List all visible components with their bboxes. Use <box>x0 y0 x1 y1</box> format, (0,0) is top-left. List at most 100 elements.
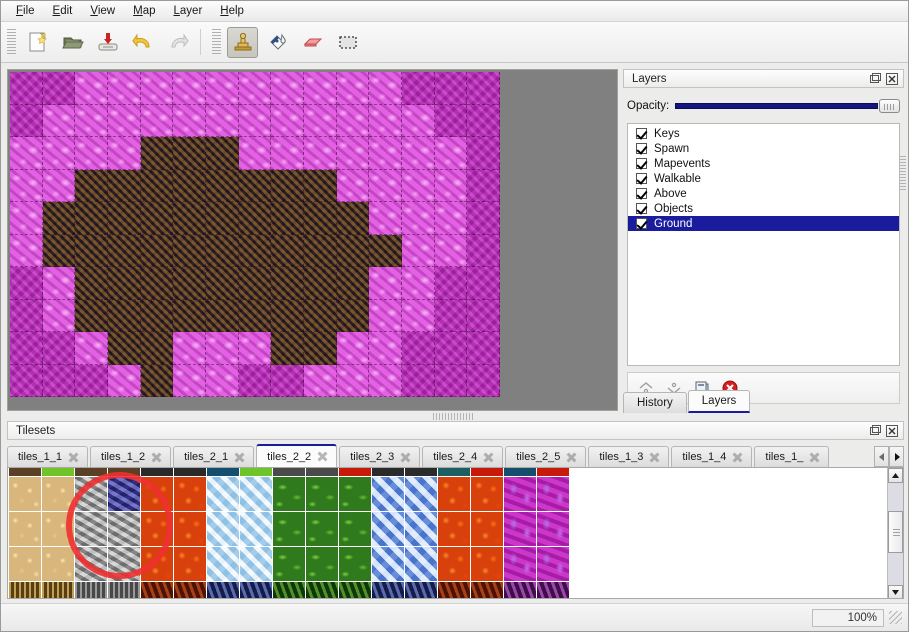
tileset-tab-close-icon[interactable] <box>400 452 411 463</box>
map-tile[interactable] <box>434 267 468 300</box>
map-tile[interactable] <box>271 169 304 202</box>
map-canvas[interactable] <box>7 69 618 411</box>
tileset-tile[interactable] <box>438 512 470 546</box>
tileset-tile[interactable] <box>42 512 74 546</box>
tileset-tile[interactable] <box>306 468 338 476</box>
stamp-tool-button[interactable] <box>227 26 258 58</box>
map-tile[interactable] <box>75 364 108 397</box>
map-tile[interactable] <box>107 332 141 365</box>
layer-visibility-checkbox[interactable] <box>636 128 647 139</box>
map-tile[interactable] <box>42 364 76 397</box>
tileset-tile[interactable] <box>438 582 470 598</box>
select-tool-button[interactable] <box>332 27 363 58</box>
map-tile[interactable] <box>434 72 468 105</box>
tileset-tab-close-icon[interactable] <box>317 451 328 462</box>
tileset-tile[interactable] <box>141 477 173 511</box>
map-tile[interactable] <box>401 202 435 235</box>
tileset-scroll-track[interactable] <box>888 483 903 585</box>
layers-close-icon[interactable] <box>885 72 899 86</box>
tilesets-close-icon[interactable] <box>885 424 899 438</box>
tileset-tab-close-icon[interactable] <box>234 452 245 463</box>
tileset-tile[interactable] <box>339 468 371 476</box>
tileset-tile[interactable] <box>207 512 239 546</box>
tileset-tile-grid[interactable] <box>9 468 569 598</box>
tileset-tile[interactable] <box>240 468 272 476</box>
layer-visibility-checkbox[interactable] <box>636 143 647 154</box>
map-tile[interactable] <box>140 202 174 235</box>
tileset-canvas[interactable] <box>7 467 904 599</box>
map-tile[interactable] <box>434 104 468 137</box>
tileset-tile[interactable] <box>405 512 437 546</box>
tileset-tile[interactable] <box>174 547 206 581</box>
tileset-tile[interactable] <box>438 477 470 511</box>
tileset-tile[interactable] <box>174 512 206 546</box>
tileset-vertical-scrollbar[interactable] <box>887 468 903 598</box>
map-tile[interactable] <box>42 299 76 332</box>
tileset-tile[interactable] <box>339 512 371 546</box>
map-tile[interactable] <box>140 267 174 300</box>
tileset-scroll-up-button[interactable] <box>888 468 903 483</box>
redo-button[interactable] <box>162 27 193 58</box>
map-tile[interactable] <box>401 332 435 365</box>
tileset-tile[interactable] <box>537 582 569 598</box>
tileset-tab[interactable]: tiles_2_3 <box>339 446 421 467</box>
layers-undock-icon[interactable] <box>868 72 882 86</box>
map-tile[interactable] <box>336 169 370 202</box>
layer-row[interactable]: Ground <box>628 216 899 231</box>
tileset-tile[interactable] <box>405 468 437 476</box>
map-tile[interactable] <box>173 299 206 332</box>
tileset-tile[interactable] <box>207 468 239 476</box>
tileset-tile[interactable] <box>372 512 404 546</box>
tileset-tile[interactable] <box>240 477 272 511</box>
tileset-tab[interactable]: tiles_1_ <box>754 446 830 467</box>
tileset-tile[interactable] <box>42 477 74 511</box>
tileset-tile[interactable] <box>405 477 437 511</box>
map-tile[interactable] <box>75 137 108 170</box>
map-tile[interactable] <box>467 332 500 365</box>
tileset-tile[interactable] <box>372 477 404 511</box>
opacity-slider-thumb[interactable] <box>879 99 900 113</box>
map-tile[interactable] <box>75 72 108 105</box>
tileset-tile[interactable] <box>273 468 305 476</box>
tileset-tile[interactable] <box>174 477 206 511</box>
tileset-tile[interactable] <box>207 582 239 598</box>
tileset-tile[interactable] <box>9 477 41 511</box>
map-tile[interactable] <box>238 137 272 170</box>
map-tile[interactable] <box>238 364 272 397</box>
save-file-button[interactable] <box>92 27 123 58</box>
tileset-tile[interactable] <box>504 477 536 511</box>
layer-visibility-checkbox[interactable] <box>636 188 647 199</box>
map-tile[interactable] <box>369 169 402 202</box>
tileset-scroll-down-button[interactable] <box>888 585 903 598</box>
layer-list[interactable]: Keys Spawn Mapevents Walkable Above Objects Gr… <box>627 123 900 366</box>
map-tile[interactable] <box>205 137 239 170</box>
map-tile[interactable] <box>75 169 108 202</box>
tileset-tab-close-icon[interactable] <box>732 452 743 463</box>
map-tile[interactable] <box>401 299 435 332</box>
tileset-tile[interactable] <box>141 512 173 546</box>
map-tile[interactable] <box>467 137 500 170</box>
zoom-level-indicator[interactable]: 100% <box>812 608 884 627</box>
map-tile[interactable] <box>107 202 141 235</box>
map-tile[interactable] <box>75 202 108 235</box>
open-file-button[interactable] <box>57 27 88 58</box>
tileset-tile[interactable] <box>471 582 503 598</box>
tileset-tile[interactable] <box>372 547 404 581</box>
layer-visibility-checkbox[interactable] <box>636 218 647 229</box>
map-tile[interactable] <box>336 104 370 137</box>
eraser-tool-button[interactable] <box>297 27 328 58</box>
map-tile-grid[interactable] <box>10 72 500 397</box>
map-tile[interactable] <box>303 72 337 105</box>
map-tile[interactable] <box>42 234 76 267</box>
map-tile[interactable] <box>336 72 370 105</box>
map-tile[interactable] <box>205 72 239 105</box>
tileset-tile[interactable] <box>240 547 272 581</box>
map-tile[interactable] <box>10 169 43 202</box>
tileset-tab-close-icon[interactable] <box>483 452 494 463</box>
map-tile[interactable] <box>401 72 435 105</box>
tileset-tile[interactable] <box>339 547 371 581</box>
map-tile[interactable] <box>140 234 174 267</box>
map-tile[interactable] <box>173 332 206 365</box>
map-tile[interactable] <box>467 169 500 202</box>
map-tile[interactable] <box>401 137 435 170</box>
